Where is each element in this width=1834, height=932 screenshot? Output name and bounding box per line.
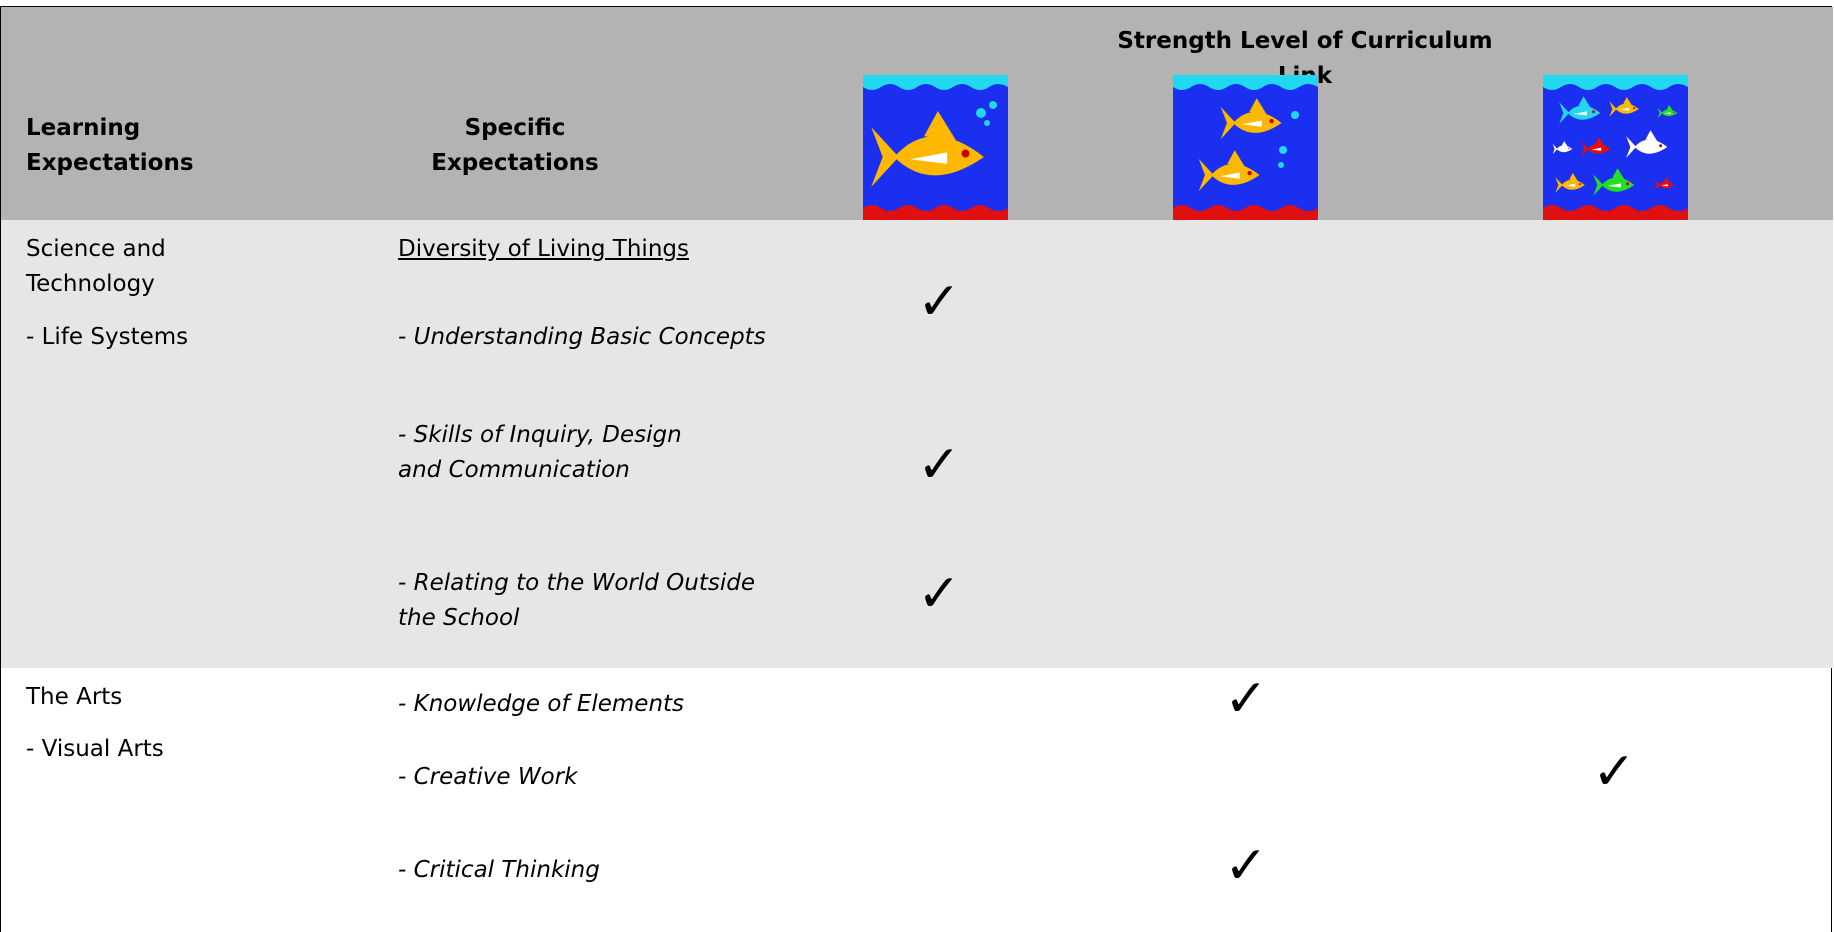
strand-heading: Diversity of Living Things xyxy=(398,236,689,262)
fish-icon xyxy=(863,75,1008,220)
check-mark: ✓ xyxy=(1224,669,1268,729)
check-mark: ✓ xyxy=(1224,836,1268,896)
specific-expectation: - Understanding Basic Concepts xyxy=(398,324,766,350)
specific-expectation: - Creative Work xyxy=(398,764,578,790)
learning-expectation: The Arts xyxy=(26,684,123,710)
learning-expectation: Science and Technology xyxy=(26,236,166,297)
check-mark: ✓ xyxy=(917,564,961,624)
specific-expectation: - Relating to the World Outside the Scho… xyxy=(398,570,755,631)
col-header: Learning Expectations xyxy=(26,115,194,176)
strength-title: Strength Level of Curriculum Link xyxy=(1117,28,1493,89)
check-mark: ✓ xyxy=(917,435,961,495)
check-mark: ✓ xyxy=(917,272,961,332)
col-header: Specific Expectations xyxy=(431,115,599,176)
learning-expectation: - Life Systems xyxy=(26,324,189,350)
learning-expectation: - Visual Arts xyxy=(26,736,164,762)
specific-expectation: - Critical Thinking xyxy=(398,857,600,883)
fish-icon xyxy=(1543,75,1688,220)
row-shade xyxy=(1,220,1833,668)
check-mark: ✓ xyxy=(1592,742,1636,802)
specific-expectation: - Knowledge of Elements xyxy=(398,691,685,717)
fish-icon xyxy=(1173,75,1318,220)
specific-expectation: - Skills of Inquiry, Design and Communic… xyxy=(398,422,682,483)
